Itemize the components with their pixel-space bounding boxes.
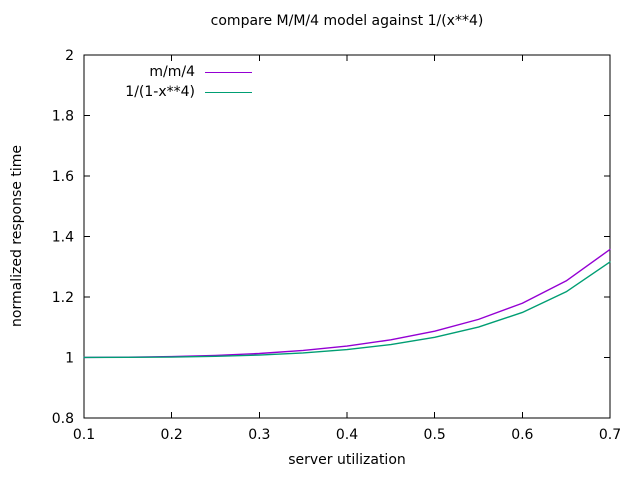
legend-sample (205, 91, 252, 93)
legend-item: m/m/4 (0, 62, 252, 82)
x-tick-label: 0.2 (161, 427, 183, 443)
series-line-1 (83, 261, 611, 359)
x-tick-label: 0.3 (248, 427, 270, 443)
y-tick-label: 1.4 (52, 230, 74, 246)
series-line-0 (83, 248, 611, 359)
y-tick-label: 0.8 (52, 411, 74, 427)
y-tick-label: 2 (65, 48, 74, 64)
y-tick-label: 1.8 (52, 109, 74, 125)
x-tick-label: 0.4 (336, 427, 358, 443)
x-tick-label: 0.1 (73, 427, 95, 443)
legend-item: 1/(1-x**4) (0, 82, 252, 102)
x-axis-label: server utilization (288, 452, 406, 468)
legend: m/m/4 1/(1-x**4) (0, 62, 252, 102)
y-tick-label: 1.6 (52, 169, 74, 185)
x-tick-label: 0.5 (424, 427, 446, 443)
y-axis-label: normalized response time (9, 145, 25, 327)
x-tick-label: 0.6 (511, 427, 533, 443)
x-tick-label: 0.7 (599, 427, 621, 443)
legend-sample (205, 71, 252, 73)
plot-border (83, 54, 611, 419)
y-tick-label: 1.2 (52, 290, 74, 306)
legend-label: 1/(1-x**4) (125, 84, 195, 100)
legend-label: m/m/4 (149, 64, 195, 80)
y-tick-label: 1 (65, 351, 74, 367)
chart-title: compare M/M/4 model against 1/(x**4) (210, 13, 484, 29)
